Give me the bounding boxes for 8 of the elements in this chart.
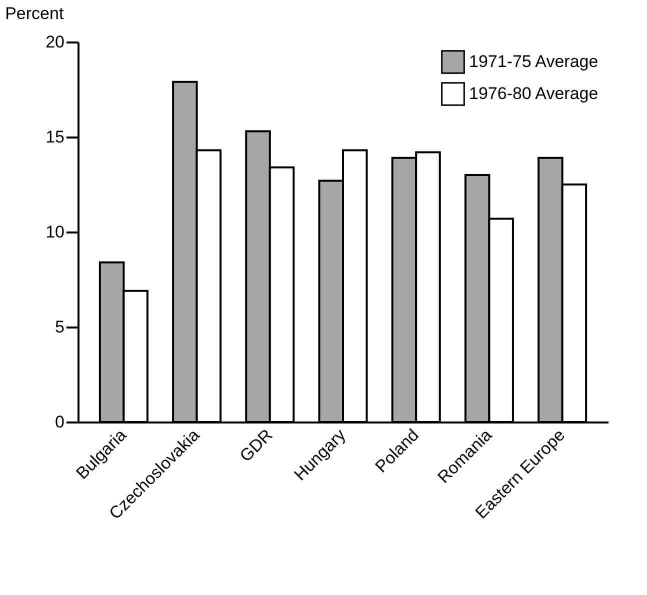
y-tick-label: 0 (55, 412, 64, 432)
y-tick-label: 10 (46, 222, 64, 242)
y-tick-label: 20 (46, 32, 64, 52)
y-tick-label: 5 (55, 318, 64, 336)
legend-label: 1976-80 Average (469, 84, 598, 103)
y-tick-label: 15 (46, 128, 64, 146)
legend-label: 1971-75 Average (469, 52, 598, 71)
y-axis-title: Percent (5, 4, 64, 23)
